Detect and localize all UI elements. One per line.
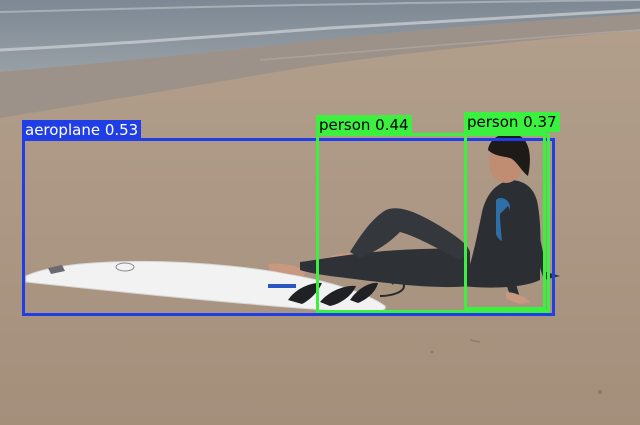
detection-box-person: person 0.37 [464,112,560,310]
board-decal [48,265,65,274]
board-logo [115,262,135,272]
board-text [268,284,296,288]
fin [350,282,378,303]
foam-line [0,0,640,13]
detection-box-person: person 0.44 [316,115,550,313]
detection-label: aeroplane 0.53 [22,120,142,140]
fin [288,282,322,304]
detection-label: person 0.37 [464,112,560,132]
foam-line [259,29,640,61]
foam-line [0,8,640,52]
fin [320,285,356,306]
person-figure [268,133,560,304]
detection-label: person 0.44 [316,115,412,135]
detection-box-aeroplane: aeroplane 0.53 [22,120,555,316]
